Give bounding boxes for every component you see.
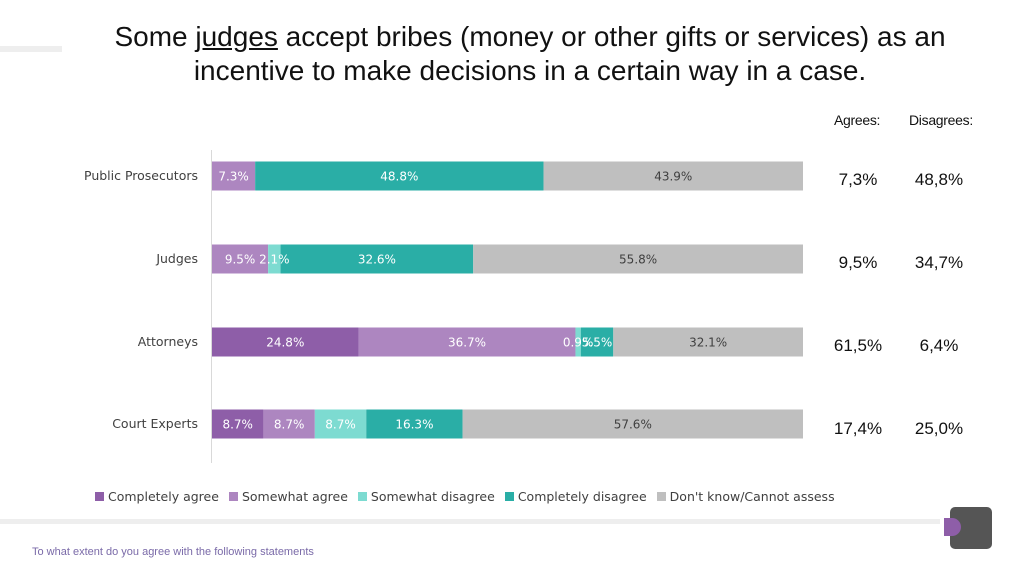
bar-attorneys-somewhat-agree	[358, 327, 576, 357]
legend-item-somewhat-disagree: Somewhat disagree	[357, 489, 495, 504]
bar-public-prosecutors-don-t-know-cannot-assess	[543, 161, 803, 191]
category-label-judges: Judges	[155, 251, 198, 266]
title-line-2: incentive to make decisions in a certain…	[193, 55, 867, 86]
data-label-judges-completely-disagree: 32.6%	[358, 253, 396, 267]
bar-public-prosecutors-completely-disagree	[255, 161, 544, 191]
data-label-judges-somewhat-agree: 9.5%	[225, 253, 256, 267]
data-label-public-prosecutors-completely-disagree: 48.8%	[380, 170, 418, 184]
legend-item-completely-agree: Completely agree	[95, 489, 219, 504]
bar-judges-don-t-know-cannot-assess	[473, 244, 803, 274]
bar-public-prosecutors-somewhat-agree	[212, 161, 256, 191]
bar-attorneys-somewhat-disagree	[575, 327, 581, 357]
legend-swatch-completely-agree	[95, 492, 104, 501]
bar-judges-somewhat-disagree	[268, 244, 281, 274]
data-label-court-experts-completely-agree: 8.7%	[222, 418, 253, 432]
legend-item-don-t-know-cannot-assess: Don't know/Cannot assess	[656, 489, 835, 504]
legend-swatch-somewhat-agree	[228, 492, 238, 501]
bottom-decoration-line	[0, 519, 940, 524]
bar-court-experts-somewhat-disagree	[314, 409, 367, 439]
brand-logo-icon	[944, 507, 992, 549]
legend-label-completely-disagree: Completely disagree	[517, 489, 647, 504]
data-label-public-prosecutors-somewhat-agree: 7.3%	[218, 170, 249, 184]
legend-swatch-somewhat-disagree	[357, 492, 367, 501]
bar-attorneys-don-t-know-cannot-assess	[613, 327, 803, 357]
legend-item-somewhat-agree: Somewhat agree	[228, 489, 348, 504]
category-label-court-experts: Court Experts	[112, 416, 198, 431]
data-label-public-prosecutors-don-t-know-cannot-assess: 43.9%	[654, 170, 692, 184]
agrees-value-judges: 9,5%	[838, 253, 878, 272]
agrees-value-attorneys: 61,5%	[833, 336, 883, 355]
bar-attorneys-completely-disagree	[580, 327, 614, 357]
disagrees-value-attorneys: 6,4%	[919, 336, 959, 355]
legend-swatch-don-t-know-cannot-assess	[656, 492, 666, 501]
legend-item-completely-disagree: Completely disagree	[504, 489, 647, 504]
bar-court-experts-don-t-know-cannot-assess	[462, 409, 803, 439]
bar-court-experts-somewhat-agree	[263, 409, 315, 439]
disagrees-value-public-prosecutors: 48,8%	[914, 170, 964, 189]
chart-legend: Completely agree Somewhat agree Somewhat d…	[95, 489, 835, 504]
data-label-judges-don-t-know-cannot-assess: 55.8%	[619, 253, 657, 267]
data-label-court-experts-don-t-know-cannot-assess: 57.6%	[614, 418, 652, 432]
data-label-attorneys-completely-agree: 24.8%	[266, 336, 304, 350]
title-underlined-word: judges	[195, 21, 278, 52]
bar-court-experts-completely-agree	[212, 409, 264, 439]
bar-court-experts-completely-disagree	[366, 409, 463, 439]
agrees-value-court-experts: 17,4%	[833, 419, 883, 438]
agrees-value-public-prosecutors: 7,3%	[838, 170, 878, 189]
category-label-public-prosecutors: Public Prosecutors	[84, 168, 198, 183]
legend-label-completely-agree: Completely agree	[108, 489, 219, 504]
data-label-court-experts-somewhat-disagree: 8.7%	[325, 418, 356, 432]
data-label-court-experts-somewhat-agree: 8.7%	[274, 418, 305, 432]
legend-label-somewhat-disagree: Somewhat disagree	[370, 489, 495, 504]
legend-label-somewhat-agree: Somewhat agree	[241, 489, 348, 504]
legend-swatch-completely-disagree	[504, 492, 514, 501]
data-label-judges-somewhat-disagree: 2.1%	[259, 253, 290, 267]
title-part-1: Some	[114, 21, 196, 52]
disagrees-header: Disagrees:	[909, 112, 973, 128]
category-label-attorneys: Attorneys	[138, 334, 198, 349]
data-label-attorneys-somewhat-disagree: 0.9%	[563, 336, 594, 350]
data-label-attorneys-completely-disagree: 5.5%	[582, 336, 613, 350]
legend-label-don-t-know-cannot-assess: Don't know/Cannot assess	[669, 489, 835, 504]
bar-judges-completely-disagree	[280, 244, 474, 274]
top-decoration-line	[0, 46, 62, 52]
title-part-2: accept bribes (money or other gifts or s…	[277, 21, 946, 52]
data-label-attorneys-don-t-know-cannot-assess: 32.1%	[689, 336, 727, 350]
disagrees-value-court-experts: 25,0%	[914, 419, 964, 438]
agrees-header: Agrees:	[834, 112, 881, 128]
data-label-court-experts-completely-disagree: 16.3%	[395, 418, 433, 432]
bar-attorneys-completely-agree	[212, 327, 359, 357]
bar-judges-somewhat-agree	[212, 244, 269, 274]
footer-question: To what extent do you agree with the fol…	[32, 546, 314, 558]
data-label-attorneys-somewhat-agree: 36.7%	[448, 336, 486, 350]
page-title: Some judges accept bribes (money or othe…	[40, 20, 1020, 88]
disagrees-value-judges: 34,7%	[914, 253, 964, 272]
